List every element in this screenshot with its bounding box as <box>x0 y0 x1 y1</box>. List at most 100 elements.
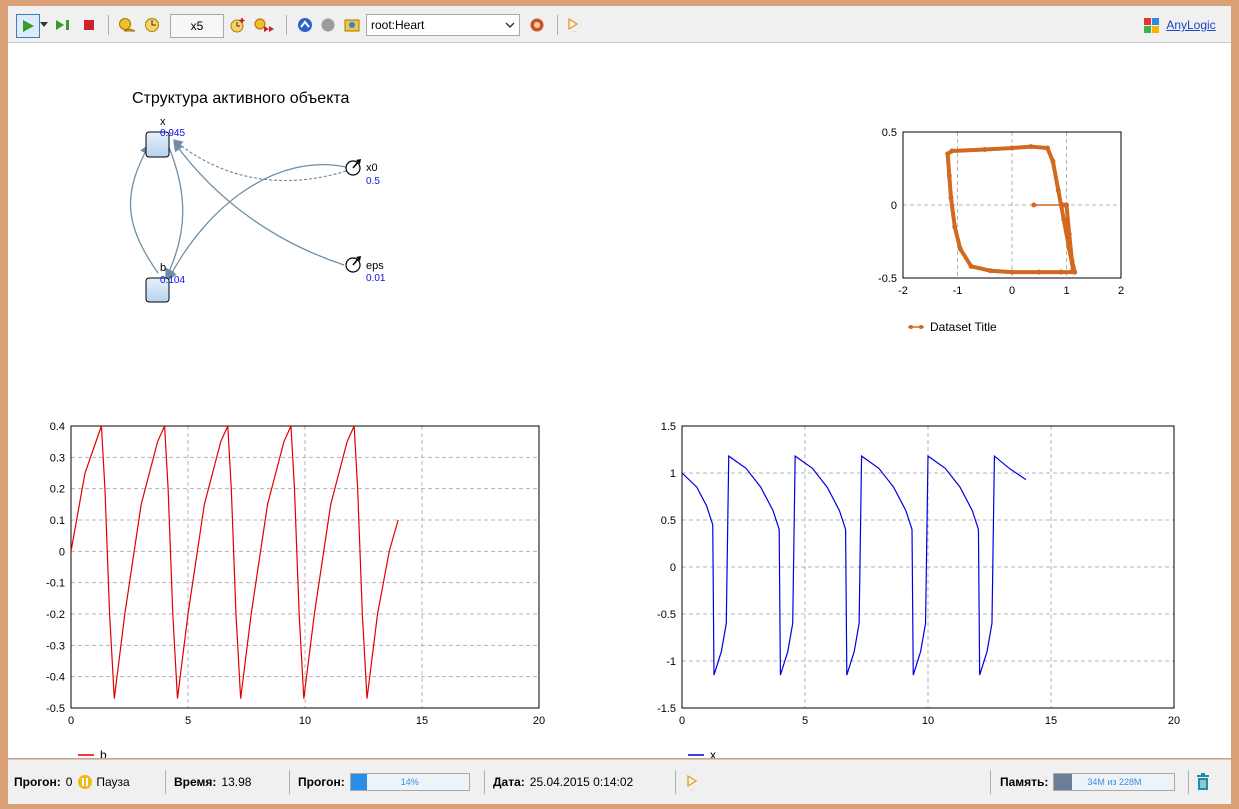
y-tick-label: 1.5 <box>661 421 676 433</box>
x-tick-label: 20 <box>1168 715 1180 727</box>
speed-indicator: x5 <box>170 14 224 38</box>
phase-plot: -2 -1 0 1 2 0.5 0 -0.5 Dataset Title <box>878 127 1124 334</box>
circle-gray-icon <box>321 18 335 32</box>
pause-icon <box>78 775 93 789</box>
model-canvas: Структура активного объекта x 0.945 b 0.… <box>8 43 1231 762</box>
y-tick-label: 0.4 <box>50 421 65 433</box>
run-value: 0 <box>65 775 73 789</box>
navigate-up-button[interactable] <box>294 14 316 36</box>
svg-text:...: ... <box>572 28 576 32</box>
time-status: Время: 13.98 <box>174 772 251 792</box>
stock-x-label: x <box>160 116 166 128</box>
toolbar: x5 root:Heart ... AnyLogic <box>8 6 1231 43</box>
x-tick-label: 10 <box>299 715 311 727</box>
play-icon <box>23 20 34 32</box>
plot-frame <box>902 131 1122 279</box>
speed-up-button[interactable] <box>227 14 249 36</box>
memory-status: Память: 34M из 228M <box>1000 772 1176 792</box>
step-button[interactable] <box>52 14 74 36</box>
slow-down-button[interactable] <box>141 14 163 36</box>
y-tick-label: -0.4 <box>46 672 65 684</box>
presentation-button[interactable] <box>525 14 549 36</box>
y-tick-label: 0.1 <box>50 515 65 527</box>
status-bar: Прогон: 0 Пауза Время: 13.98 Прогон: 14%… <box>8 759 1231 804</box>
data-point <box>1009 269 1015 275</box>
x-tick-label: 0 <box>68 715 74 727</box>
parameter-eps-value: 0.01 <box>366 273 386 284</box>
y-tick-label: -0.5 <box>657 609 676 621</box>
link-eps-to-x <box>173 140 345 266</box>
series-line <box>945 144 1077 275</box>
legend-marker <box>909 325 913 329</box>
progress-status: Прогон: 14% <box>298 772 470 792</box>
fast-forward-icon <box>254 18 274 32</box>
x-tick-label: -1 <box>953 285 963 297</box>
max-speed-button[interactable] <box>252 14 276 36</box>
stop-icon <box>84 20 94 30</box>
progress-text: 14% <box>400 777 419 787</box>
data-point <box>1066 246 1072 252</box>
data-point <box>1069 257 1075 263</box>
y-tick-label: -0.5 <box>46 703 65 715</box>
legend-label: x <box>710 748 716 758</box>
data-point <box>952 224 958 230</box>
memory-bar: 34M из 228M <box>1053 773 1176 791</box>
legend-marker <box>919 325 923 329</box>
y-tick-label: 0.5 <box>882 127 897 139</box>
memory-label: Память: <box>1000 775 1049 789</box>
y-tick-label: -0.1 <box>46 578 65 590</box>
navigate-to-view-button[interactable] <box>341 14 363 36</box>
x-tick-label: 2 <box>1118 285 1124 297</box>
x-time-plot: 0 5 10 15 20 1.5 1 0.5 0 -0.5 -1 -1.5 x <box>657 421 1180 762</box>
x-tick-label: 1 <box>1063 285 1069 297</box>
parameter-eps-label: eps <box>366 260 384 272</box>
data-point <box>1009 145 1015 151</box>
y-tick-label: 0.2 <box>50 484 65 496</box>
camera-icon <box>530 18 544 32</box>
data-point <box>1058 269 1064 275</box>
legend-label: Dataset Title <box>930 320 997 334</box>
data-point <box>1055 187 1061 193</box>
run-button[interactable] <box>16 14 40 38</box>
link-x0-to-b <box>167 164 347 282</box>
log-button[interactable]: ... <box>563 14 583 36</box>
data-point <box>1036 269 1042 275</box>
console-button[interactable]: ... <box>686 772 698 792</box>
date-status: Дата: 25.04.2015 0:14:02 <box>493 772 633 792</box>
x-tick-label: -2 <box>898 285 908 297</box>
data-point <box>982 147 988 153</box>
progress-fill <box>350 774 368 790</box>
object-selector[interactable]: root:Heart <box>366 14 520 36</box>
anylogic-link[interactable]: AnyLogic <box>1136 14 1224 36</box>
data-point <box>1066 231 1072 237</box>
navigate-home-button[interactable] <box>317 14 339 36</box>
stop-button[interactable] <box>78 14 100 36</box>
y-tick-label: 0 <box>59 546 65 558</box>
step-icon <box>56 20 69 30</box>
parameter-x0-value: 0.5 <box>366 176 380 187</box>
x-tick-label: 15 <box>1045 715 1057 727</box>
time-value: 13.98 <box>221 775 252 789</box>
y-tick-label: -1 <box>666 656 676 668</box>
link-b-to-x <box>129 143 159 274</box>
data-point <box>957 246 963 252</box>
parameter-x0-label: x0 <box>366 162 378 174</box>
garbage-collect-button[interactable] <box>1196 772 1210 792</box>
realtime-mode-button[interactable] <box>116 14 138 36</box>
y-tick-label: 0 <box>891 200 897 212</box>
data-point <box>1061 202 1067 208</box>
x-tick-label: 15 <box>416 715 428 727</box>
y-tick-label: 0 <box>670 562 676 574</box>
anylogic-link-text[interactable]: AnyLogic <box>1166 18 1216 32</box>
stock-x[interactable] <box>145 131 170 158</box>
run-menu-dropdown[interactable] <box>39 14 49 36</box>
y-tick-label: -0.3 <box>46 640 65 652</box>
svg-text:...: ... <box>691 786 695 790</box>
parameter-x0[interactable]: x0 0.5 <box>345 159 380 187</box>
stock-b[interactable] <box>145 277 170 303</box>
memory-fill <box>1054 774 1073 790</box>
parameter-eps[interactable]: eps 0.01 <box>345 256 386 284</box>
b-time-plot: 0 5 10 15 20 0.4 0.3 0.2 0.1 0 -0.1 -0.2 -0.3 -0.4 -0.… <box>46 421 545 762</box>
data-point <box>949 148 955 154</box>
stock-b-label: b <box>160 262 166 274</box>
